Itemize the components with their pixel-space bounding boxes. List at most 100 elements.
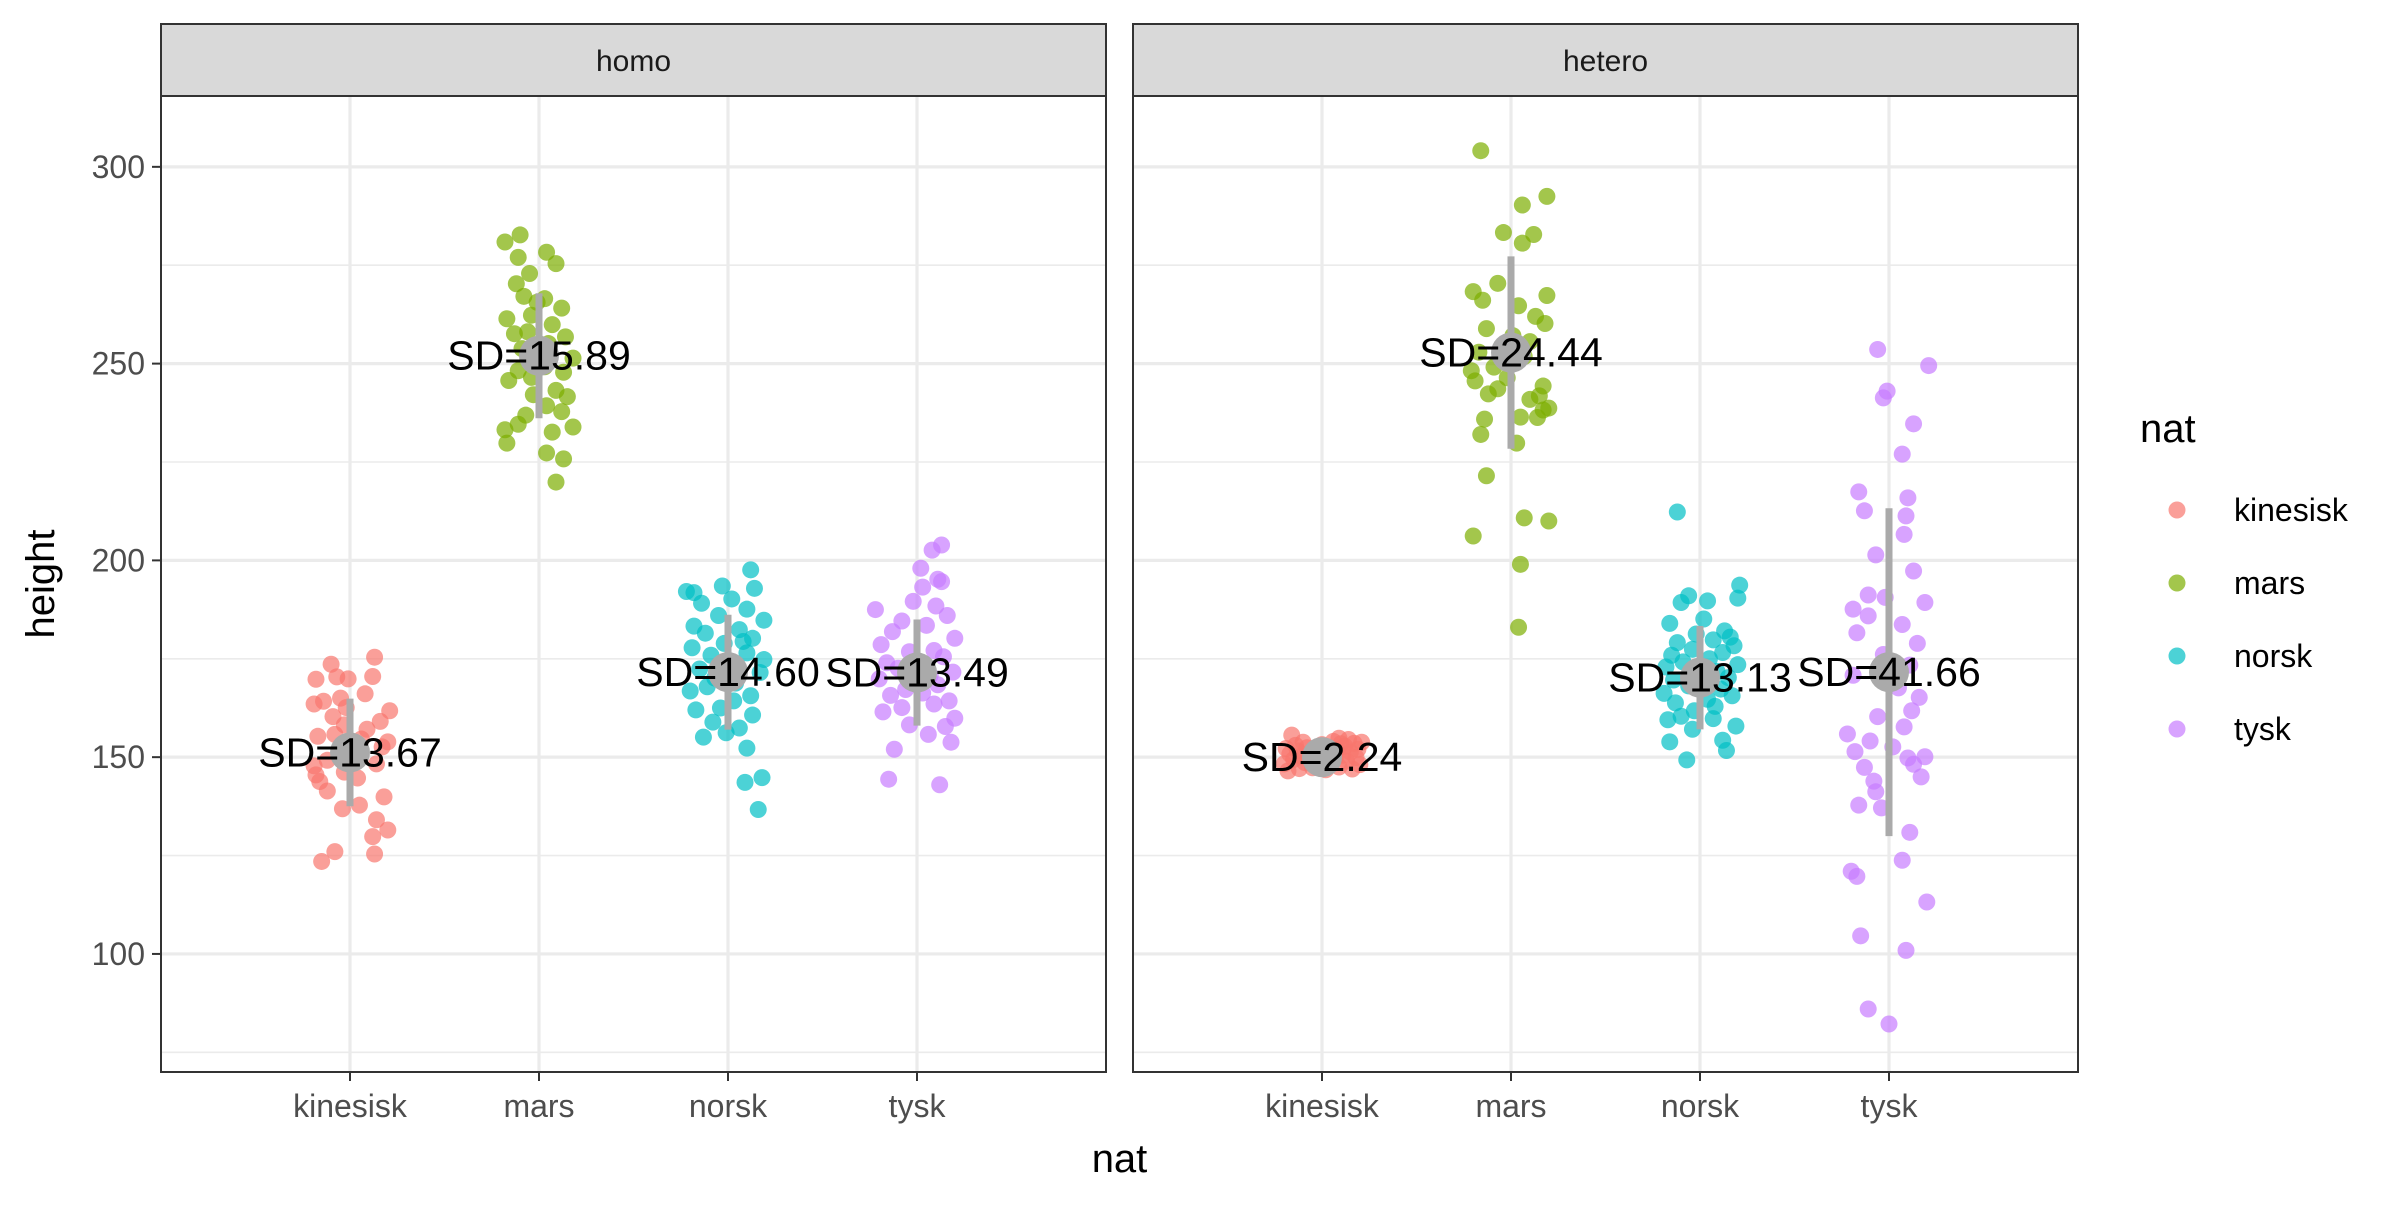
data-point-tysk — [1895, 525, 1913, 543]
legend-title: nat — [2140, 407, 2196, 451]
data-point-tysk — [1848, 624, 1866, 642]
data-point-mars — [496, 233, 514, 251]
data-point-mars — [1513, 196, 1531, 214]
data-point-norsk — [744, 706, 762, 724]
data-point-tysk — [1910, 688, 1928, 706]
sd-label-norsk: SD=13.13 — [1608, 655, 1792, 701]
data-point-tysk — [1846, 743, 1864, 761]
data-point-tysk — [1905, 562, 1923, 580]
data-point-tysk — [1850, 483, 1868, 501]
data-point-mars — [1511, 555, 1529, 573]
mean-point-kinesisk — [1302, 737, 1342, 778]
data-point-tysk — [946, 709, 964, 727]
data-point-norsk — [704, 713, 722, 731]
data-point-tysk — [1859, 1000, 1877, 1018]
data-point-norsk — [1678, 751, 1696, 769]
legend-label-mars: mars — [2234, 565, 2305, 601]
data-point-mars — [555, 450, 573, 468]
mean-point-mars — [1491, 332, 1531, 373]
x-tick-label: norsk — [1661, 1088, 1740, 1124]
data-point-kinesisk — [309, 727, 327, 745]
data-point-tysk — [1897, 507, 1915, 525]
data-point-tysk — [1893, 851, 1911, 869]
data-point-tysk — [1844, 600, 1862, 618]
data-point-mars — [553, 403, 571, 421]
y-tick-label: 100 — [92, 936, 145, 972]
data-point-tysk — [1867, 546, 1885, 564]
data-point-tysk — [1880, 1015, 1898, 1033]
sd-label-kinesisk: SD=2.24 — [1242, 734, 1403, 780]
data-point-tysk — [1899, 749, 1917, 767]
data-point-mars — [505, 325, 523, 343]
data-point-norsk — [738, 739, 756, 757]
facet-strip — [160, 23, 1107, 97]
data-point-kinesisk — [339, 670, 357, 688]
data-point-mars — [1464, 527, 1482, 545]
data-point-tysk — [1842, 862, 1860, 880]
mean-point-mars — [519, 335, 559, 376]
data-point-tysk — [927, 597, 945, 615]
data-point-norsk — [681, 682, 699, 700]
sd-label-mars: SD=24.44 — [1419, 330, 1603, 376]
y-tick-label: 150 — [92, 739, 145, 775]
data-point-tysk — [1899, 489, 1917, 507]
data-point-norsk — [742, 687, 760, 705]
data-point-tysk — [870, 670, 888, 688]
data-point-tysk — [925, 642, 943, 660]
sd-label-norsk: SD=14.60 — [636, 649, 820, 695]
data-point-tysk — [1916, 748, 1934, 766]
data-point-norsk — [710, 606, 728, 624]
data-point-norsk — [713, 577, 731, 595]
data-point-kinesisk — [367, 811, 385, 829]
x-tick-label: tysk — [1861, 1088, 1919, 1124]
mean-point-norsk — [1680, 657, 1720, 698]
data-point-tysk — [946, 629, 964, 647]
data-point-mars — [1489, 274, 1507, 292]
data-point-mars — [511, 226, 529, 244]
data-point-tysk — [919, 725, 937, 743]
data-point-tysk — [1893, 616, 1911, 634]
data-point-norsk — [1729, 589, 1747, 607]
data-point-mars — [498, 310, 516, 328]
data-point-tysk — [1850, 796, 1868, 814]
data-point-norsk — [1695, 610, 1713, 628]
data-point-tysk — [885, 740, 903, 758]
data-point-kinesisk — [305, 757, 323, 775]
data-point-mars — [1464, 283, 1482, 301]
data-point-norsk — [687, 701, 705, 719]
data-point-mars — [1510, 618, 1528, 636]
facet-strip-label: homo — [596, 45, 671, 78]
data-point-mars — [1476, 410, 1494, 428]
data-point-tysk — [893, 699, 911, 717]
data-point-norsk — [723, 590, 741, 608]
data-point-tysk — [1855, 502, 1873, 520]
data-point-tysk — [878, 654, 896, 672]
data-point-mars — [1540, 512, 1558, 530]
data-point-mars — [1534, 377, 1552, 395]
data-point-norsk — [685, 617, 703, 635]
facet-panel-homo: homo SD=13.67 SD=15.89 SD=14.60 SD=13.49 kine… — [160, 23, 1107, 1124]
data-point-tysk — [1905, 415, 1923, 433]
data-point-norsk — [1668, 503, 1686, 521]
data-point-mars — [556, 328, 574, 346]
data-point-mars — [1477, 320, 1495, 338]
data-point-mars — [509, 248, 527, 266]
data-point-mars — [1525, 226, 1543, 244]
data-point-mars — [1515, 509, 1533, 527]
data-point-norsk — [745, 579, 763, 597]
data-point-tysk — [1838, 725, 1856, 743]
data-point-tysk — [942, 733, 960, 751]
facet-panel-hetero: hetero SD=2.24 SD=24.44 SD=13.13 SD=41.66 kin… — [1132, 23, 2079, 1124]
data-point-norsk — [1661, 614, 1679, 632]
data-point-mars — [498, 434, 516, 452]
x-tick-label: mars — [1475, 1088, 1546, 1124]
data-point-kinesisk — [356, 685, 374, 703]
data-point-tysk — [1844, 666, 1862, 684]
y-tick-label: 250 — [92, 346, 145, 382]
data-point-tysk — [1893, 445, 1911, 463]
data-point-norsk — [753, 769, 771, 787]
legend-label-norsk: norsk — [2234, 638, 2313, 674]
y-tick-label: 300 — [92, 149, 145, 185]
mean-point-tysk — [1869, 652, 1909, 693]
